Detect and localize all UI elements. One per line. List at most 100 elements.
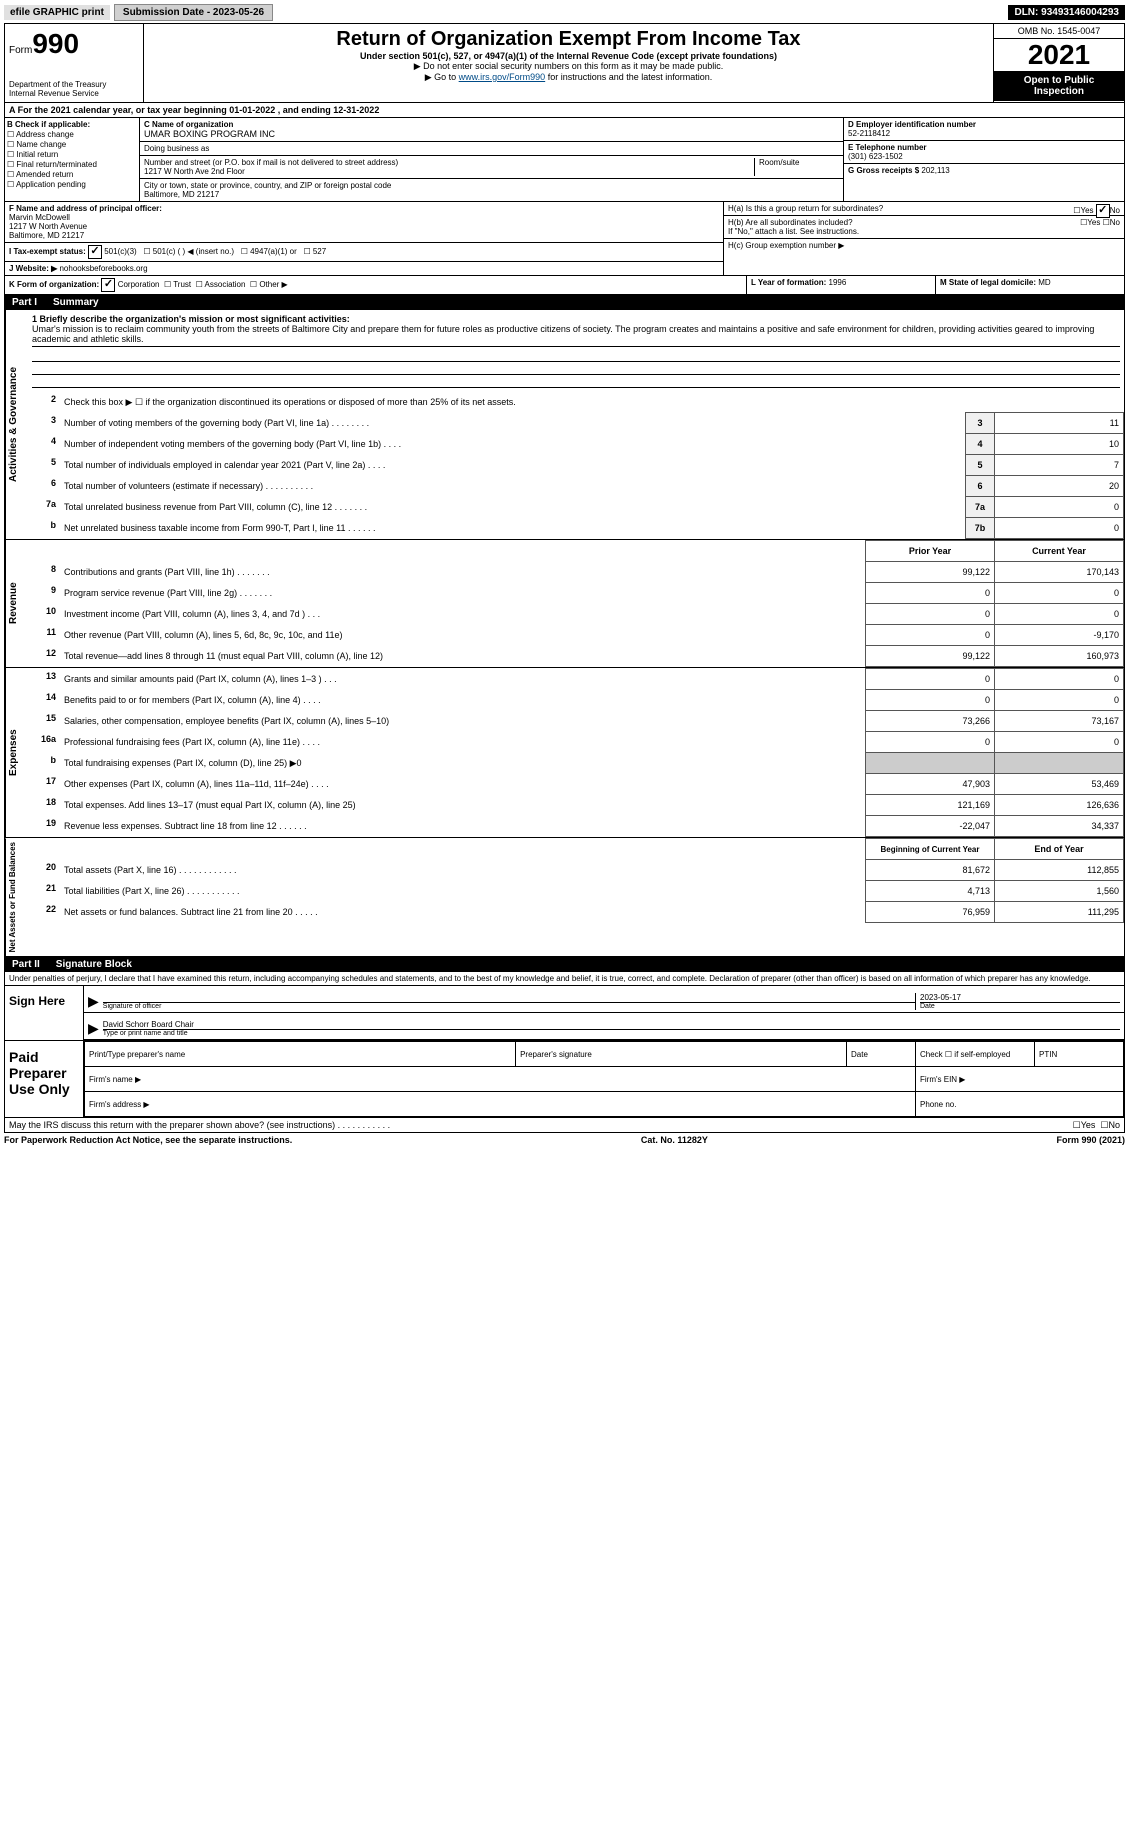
table-row: 17Other expenses (Part IX, column (A), l… <box>28 774 1124 795</box>
opt-initial: Initial return <box>16 150 58 159</box>
sign-here-label: Sign Here <box>5 986 84 1040</box>
dba-row: Doing business as <box>140 142 843 156</box>
opt-address: Address change <box>16 130 74 139</box>
opt-pending: Application pending <box>16 180 86 189</box>
begin-year-header: Beginning of Current Year <box>866 839 995 860</box>
box-b-label: B Check if applicable: <box>7 120 137 129</box>
ptin-label: PTIN <box>1035 1042 1124 1067</box>
table-row: bNet unrelated business taxable income f… <box>28 518 1124 539</box>
opt-501c: 501(c) ( ) ◀ (insert no.) <box>153 247 234 256</box>
officer-city: Baltimore, MD 21217 <box>9 231 719 240</box>
opt-assoc: Association <box>205 280 246 289</box>
dln-label: DLN: 93493146004293 <box>1008 5 1125 20</box>
tax-status-label: I Tax-exempt status: <box>9 247 86 256</box>
box-i: I Tax-exempt status: 501(c)(3) ☐ 501(c) … <box>5 243 723 262</box>
phone-value: (301) 623-1502 <box>848 152 1120 161</box>
ha-yes: Yes <box>1080 206 1093 215</box>
hc-label: H(c) Group exemption number ▶ <box>728 241 844 250</box>
table-row: 20Total assets (Part X, line 16) . . . .… <box>28 860 1124 881</box>
phone-label: E Telephone number <box>848 143 1120 152</box>
table-row: 14Benefits paid to or for members (Part … <box>28 690 1124 711</box>
box-f: F Name and address of principal officer:… <box>5 202 723 243</box>
name-label: C Name of organization <box>144 120 839 129</box>
box-defg: D Employer identification number 52-2118… <box>843 118 1124 201</box>
city-value: Baltimore, MD 21217 <box>144 190 839 199</box>
tax-year: 2021 <box>994 39 1124 71</box>
table-row: 6Total number of volunteers (estimate if… <box>28 476 1124 497</box>
governance-label: Activities & Governance <box>5 310 28 539</box>
revenue-label: Revenue <box>5 540 28 667</box>
part1-title: Summary <box>53 297 99 308</box>
expenses-table: 13Grants and similar amounts paid (Part … <box>28 668 1124 837</box>
revenue-body: Prior Year Current Year 8Contributions a… <box>28 540 1124 667</box>
omb-number: OMB No. 1545-0047 <box>994 24 1124 39</box>
footer-center: Cat. No. 11282Y <box>641 1135 708 1145</box>
check-initial[interactable]: ☐ Initial return <box>7 150 137 159</box>
k-label: K Form of organization: <box>9 280 99 289</box>
signature-section: Under penalties of perjury, I declare th… <box>4 972 1125 1133</box>
check-corp[interactable] <box>101 278 115 292</box>
arrow-icon: ▶ <box>88 1020 99 1037</box>
check-pending[interactable]: ☐ Application pending <box>7 180 137 189</box>
sig-name-label: Type or print name and title <box>103 1029 1120 1037</box>
netassets-body: Beginning of Current Year End of Year 20… <box>28 838 1124 956</box>
ein-label: D Employer identification number <box>848 120 1120 129</box>
sig-officer-label: Signature of officer <box>103 1002 915 1010</box>
box-g: G Gross receipts $ 202,113 <box>844 164 1124 201</box>
note2-prefix: ▶ Go to <box>425 72 459 82</box>
top-bar: efile GRAPHIC print Submission Date - 20… <box>4 4 1125 21</box>
sig-name-value: David Schorr Board Chair <box>103 1020 1120 1029</box>
opt-final: Final return/terminated <box>16 160 96 169</box>
preparer-row-1: Print/Type preparer's name Preparer's si… <box>85 1042 1124 1067</box>
street-label: Number and street (or P.O. box if mail i… <box>144 158 754 167</box>
opt-4947: 4947(a)(1) or <box>250 247 297 256</box>
table-row: 5Total number of individuals employed in… <box>28 455 1124 476</box>
print-name-label: Print/Type preparer's name <box>85 1042 516 1067</box>
section-bcd: B Check if applicable: ☐ Address change … <box>4 118 1125 202</box>
room-label: Room/suite <box>754 158 839 176</box>
summary-governance: Activities & Governance 1 Briefly descri… <box>4 310 1125 540</box>
header-left: Form990 Department of the Treasury Inter… <box>5 24 144 102</box>
end-year-header: End of Year <box>995 839 1124 860</box>
summary-revenue: Revenue Prior Year Current Year 8Contrib… <box>4 540 1125 668</box>
opt-corp: Corporation <box>118 280 160 289</box>
form-subtitle: Under section 501(c), 527, or 4947(a)(1)… <box>148 51 989 61</box>
part1-num: Part I <box>12 297 37 308</box>
box-b: B Check if applicable: ☐ Address change … <box>5 118 140 201</box>
box-l: L Year of formation: 1996 <box>747 276 936 294</box>
officer-label: F Name and address of principal officer: <box>9 204 719 213</box>
submission-date-button[interactable]: Submission Date - 2023-05-26 <box>114 4 273 21</box>
dept-treasury: Department of the Treasury <box>9 80 139 89</box>
summary-netassets: Net Assets or Fund Balances Beginning of… <box>4 838 1125 957</box>
box-m: M State of legal domicile: MD <box>936 276 1124 294</box>
table-row: 4Number of independent voting members of… <box>28 434 1124 455</box>
ha-no-check[interactable] <box>1096 204 1110 218</box>
table-row: 8Contributions and grants (Part VIII, li… <box>28 562 1124 583</box>
may-yes: Yes <box>1081 1120 1096 1130</box>
check-501c3[interactable] <box>88 245 102 259</box>
table-row: 16aProfessional fundraising fees (Part I… <box>28 732 1124 753</box>
h-c: H(c) Group exemption number ▶ <box>724 239 1124 252</box>
check-address-change[interactable]: ☐ Address change <box>7 130 137 139</box>
check-amended[interactable]: ☐ Amended return <box>7 170 137 179</box>
table-row: 7aTotal unrelated business revenue from … <box>28 497 1124 518</box>
l-value: 1996 <box>829 278 847 287</box>
current-year-header: Current Year <box>995 541 1124 562</box>
mission-block: 1 Briefly describe the organization's mi… <box>28 310 1124 392</box>
hb-yes: Yes <box>1087 218 1100 227</box>
preparer-row-2: Firm's name ▶ Firm's EIN ▶ <box>85 1067 1124 1092</box>
org-name: UMAR BOXING PROGRAM INC <box>144 129 839 139</box>
firm-ein-label: Firm's EIN ▶ <box>916 1067 1124 1092</box>
mission-label: 1 Briefly describe the organization's mi… <box>32 314 1120 324</box>
rev-header: Prior Year Current Year <box>28 541 1124 562</box>
part2-title: Signature Block <box>56 959 132 970</box>
check-name-change[interactable]: ☐ Name change <box>7 140 137 149</box>
revenue-table: Prior Year Current Year 8Contributions a… <box>28 540 1124 667</box>
box-j: J Website: ▶ nohooksbeforebooks.org <box>5 262 723 275</box>
check-final[interactable]: ☐ Final return/terminated <box>7 160 137 169</box>
phone-no-label: Phone no. <box>916 1092 1124 1117</box>
irs-link[interactable]: www.irs.gov/Form990 <box>459 72 546 82</box>
opt-amended: Amended return <box>16 170 73 179</box>
form-number: Form990 <box>9 28 139 60</box>
footer-right: Form 990 (2021) <box>1056 1135 1125 1145</box>
